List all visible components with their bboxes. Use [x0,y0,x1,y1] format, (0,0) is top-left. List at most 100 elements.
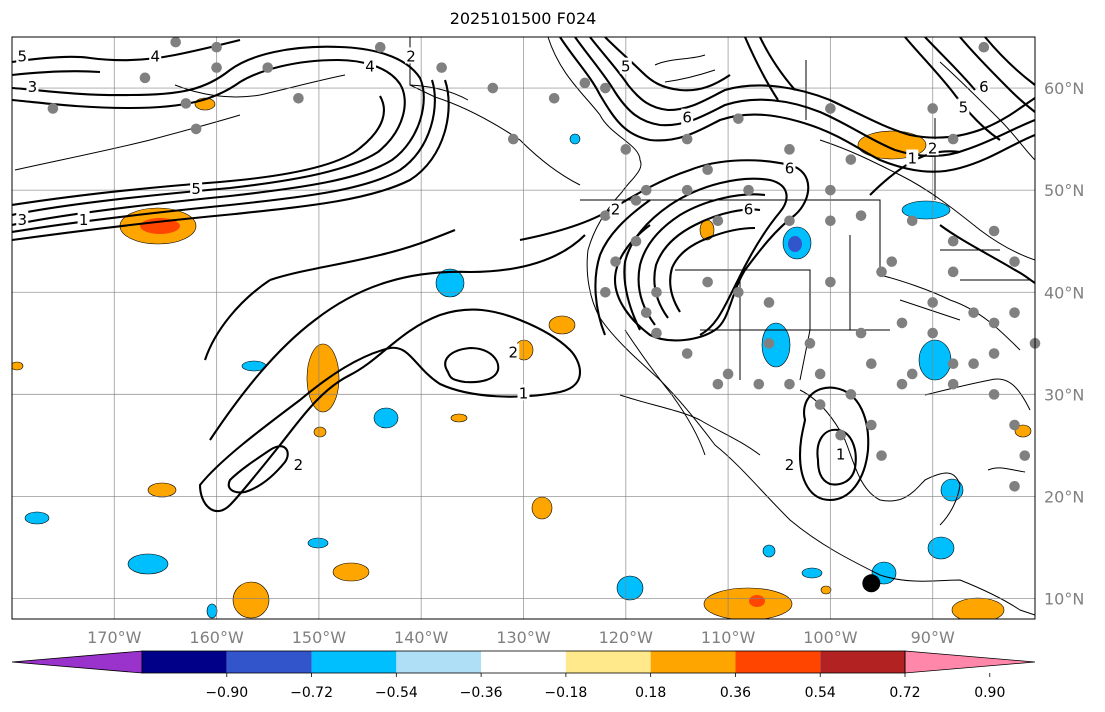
station-dot [825,184,836,196]
contour-lines [12,37,1035,513]
station-dot [906,368,918,380]
colorbar-tick-label: 0.36 [720,685,751,701]
contour-label-bg [977,78,990,95]
contour-label-bg [517,384,530,401]
contour-label-bg [16,47,29,64]
longitude-tick-label: 130°W [496,628,551,647]
contour-label: 4 [365,58,375,76]
station-dot [947,266,959,278]
station-dot [702,164,713,176]
black-dot-marker [862,574,881,593]
latitude-labels: 10°N 20°N 30°N 40°N 50°N 60°N [1044,79,1084,609]
colorbar-segment [735,651,821,673]
station-dot [600,210,611,221]
latitude-tick-label: 60°N [1044,79,1084,98]
contour-label-bg [404,47,417,64]
station-dot [190,123,202,135]
station-dot [1009,256,1020,267]
contour-label-bg [507,343,520,360]
station-dot [814,368,826,380]
station-dot [211,62,222,73]
colorbar-labels: −0.90 −0.72 −0.54 −0.36 −0.18 0.18 0.36 0.54 0.7… [205,673,1005,701]
colorbar [11,650,1036,674]
contour-label: 5 [621,58,631,76]
latitude-tick-label: 20°N [1044,487,1084,506]
colorbar-segment [481,651,566,673]
colorbar-tick-label: −0.90 [205,685,248,701]
station-dot [968,307,979,318]
contour-label: 2 [508,344,518,362]
contour-label: 1 [907,150,917,168]
station-dot [507,133,519,145]
station-dot [139,72,151,84]
station-dot [681,133,693,145]
contour-label-bg [906,149,919,166]
station-dot [374,41,386,53]
station-dot [855,210,867,221]
contour-label: 1 [519,384,529,402]
station-dot [947,133,959,145]
contour-label: 3 [28,78,38,96]
station-dot [784,144,795,155]
station-dot [600,82,611,94]
station-dot [600,286,611,298]
contour-label: 6 [979,78,989,96]
station-dot [988,225,1000,237]
colorbar-tick-label: 0.18 [635,685,666,701]
contour-label-bg [681,108,694,125]
observation-stations [47,36,1041,492]
station-dot [262,62,274,73]
station-dot [630,195,642,206]
contour-label-bg [926,139,939,156]
station-dot [845,389,857,400]
contour-label-bg [190,180,203,197]
longitude-tick-label: 100°W [803,628,858,647]
station-dot [825,215,836,227]
colorbar-tick-label: −0.18 [544,685,587,701]
station-dot [947,235,959,247]
colorbar-tick-label: −0.72 [290,685,333,701]
longitude-tick-label: 140°W [394,628,449,647]
contour-label-bg [783,159,796,176]
station-dot [640,184,652,196]
station-dot [866,358,877,370]
contour-label-bg [609,200,622,217]
station-dot [180,98,192,109]
station-dot [784,215,795,227]
station-dot [866,419,877,431]
contour-label-bg [957,98,970,115]
contour-label: 5 [191,180,201,198]
station-dot [814,399,826,410]
station-dot [876,450,887,461]
contour-label: 5 [959,98,969,116]
station-dot [835,429,846,441]
longitude-tick-label: 150°W [292,628,347,647]
contour-label-bg [26,78,39,95]
station-dot [763,338,775,349]
colorbar-frame [141,650,906,674]
station-dot [712,215,724,227]
station-dot [988,348,1000,359]
station-dot [487,82,499,94]
coastlines [14,37,1035,616]
station-dot [630,235,642,247]
contour-label: 1 [836,446,846,464]
station-dot [968,358,979,370]
contour-label: 4 [150,47,160,65]
station-dot [1009,480,1020,492]
station-dot [876,266,887,278]
station-dot [988,317,1000,329]
contour-label: 6 [744,201,754,219]
station-dot [947,358,959,370]
longitude-tick-label: 120°W [599,628,654,647]
colorbar-tick-label: 0.90 [974,685,1005,701]
colorbar-segment [311,651,397,673]
contour-label-bg [77,210,90,227]
contour-label-bg [834,445,847,462]
colorbar-tick-label: −0.36 [460,685,503,701]
station-dot [1009,307,1020,318]
contour-label-bg [292,455,305,472]
contour-label: 2 [785,456,795,474]
contour-label-bg [783,455,796,472]
